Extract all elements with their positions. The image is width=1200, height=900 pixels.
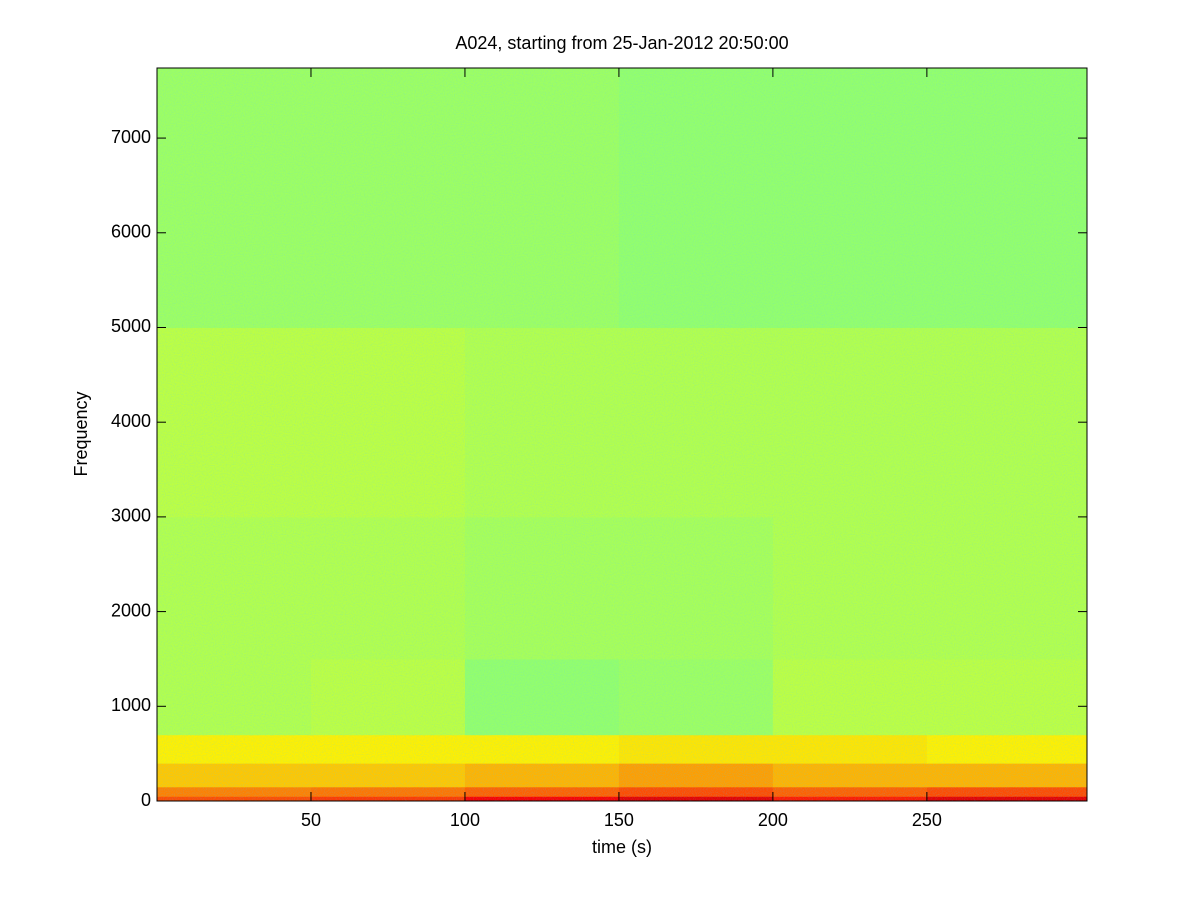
x-tick-label: 250 — [912, 810, 942, 830]
y-tick-label: 5000 — [111, 316, 151, 336]
axes-box — [156, 67, 1088, 802]
chart-title: A024, starting from 25-Jan-2012 20:50:00 — [455, 33, 788, 53]
y-axis-label: Frequency — [71, 391, 91, 476]
noise-texture — [157, 68, 1087, 801]
x-tick-label: 150 — [604, 810, 634, 830]
x-axis-label: time (s) — [592, 837, 652, 857]
y-tick-label: 6000 — [111, 222, 151, 242]
y-tick-label: 4000 — [111, 411, 151, 431]
x-tick-label: 200 — [758, 810, 788, 830]
y-tick-label: 3000 — [111, 506, 151, 526]
y-tick-label: 2000 — [111, 600, 151, 620]
y-tick-label: 7000 — [111, 127, 151, 147]
y-tick-label: 1000 — [111, 695, 151, 715]
x-tick-label: 50 — [301, 810, 321, 830]
y-tick-label: 0 — [141, 790, 151, 810]
x-tick-label: 100 — [450, 810, 480, 830]
